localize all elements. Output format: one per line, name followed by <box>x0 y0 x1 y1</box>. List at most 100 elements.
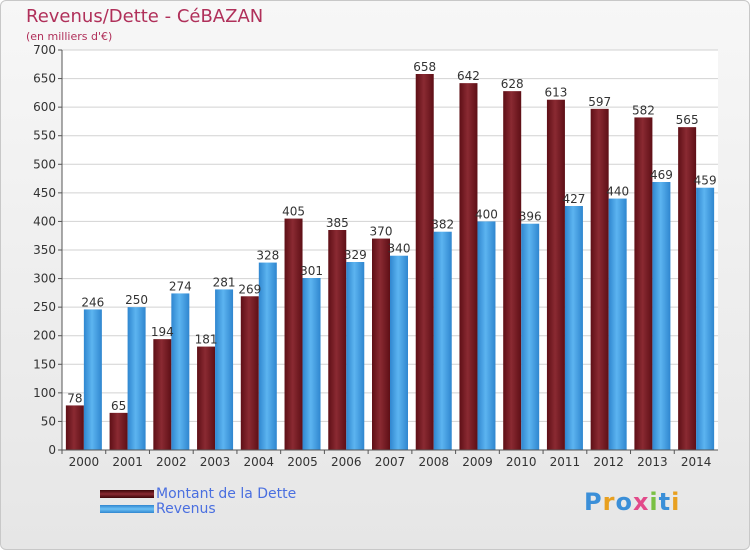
bar-revenue <box>564 206 583 450</box>
legend: Montant de la Dette Revenus <box>100 485 297 517</box>
data-label-debt: 405 <box>282 205 305 219</box>
logo-letter: r <box>602 488 616 516</box>
legend-item-revenue: Revenus <box>100 500 296 517</box>
y-tick-label: 300 <box>33 272 56 286</box>
bar-revenue <box>171 293 190 450</box>
x-tick-label: 2011 <box>550 455 581 469</box>
data-label-debt: 78 <box>67 391 82 405</box>
data-label-revenue: 459 <box>694 174 717 188</box>
bar-debt <box>503 91 522 451</box>
data-label-revenue: 340 <box>388 242 411 256</box>
y-tick-label: 350 <box>33 243 56 257</box>
y-tick-label: 200 <box>33 329 56 343</box>
logo-letter: o <box>615 488 633 516</box>
data-label-debt: 628 <box>501 77 524 91</box>
bar-revenue <box>390 255 408 450</box>
y-tick-label: 700 <box>33 43 56 57</box>
x-tick-label: 2005 <box>287 455 318 469</box>
bar-revenue <box>652 182 671 450</box>
legend-swatch-debt <box>100 489 154 498</box>
bar-debt <box>284 218 303 450</box>
x-tick-label: 2013 <box>637 455 668 469</box>
y-tick-label: 150 <box>33 357 56 371</box>
x-tick-label: 2004 <box>244 455 275 469</box>
bar-revenue <box>127 307 146 450</box>
data-label-debt: 65 <box>111 399 126 413</box>
bar-revenue <box>608 198 627 450</box>
data-label-revenue: 469 <box>650 168 673 182</box>
data-label-revenue: 400 <box>475 207 498 221</box>
y-tick-label: 450 <box>33 186 56 200</box>
x-tick-label: 2014 <box>681 455 712 469</box>
x-tick-label: 2007 <box>375 455 406 469</box>
bar-debt <box>109 412 128 450</box>
bar-revenue <box>433 231 452 450</box>
y-tick-label: 650 <box>33 72 56 86</box>
x-tick-label: 2001 <box>112 455 143 469</box>
data-label-debt: 385 <box>326 216 349 230</box>
x-tick-label: 2008 <box>418 455 449 469</box>
data-label-revenue: 328 <box>256 249 279 263</box>
bar-revenue <box>215 289 234 450</box>
chart-title: Revenus/Dette - CéBAZAN <box>26 6 264 27</box>
data-label-revenue: 274 <box>169 279 192 293</box>
y-tick-label: 100 <box>33 386 56 400</box>
data-label-revenue: 427 <box>562 192 585 206</box>
y-tick-label: 0 <box>48 443 56 457</box>
legend-label-debt: Montant de la Dette <box>156 485 297 502</box>
bar-debt <box>415 74 434 450</box>
data-label-debt: 582 <box>632 103 655 117</box>
data-label-debt: 194 <box>151 325 174 339</box>
y-tick-label: 50 <box>41 414 56 428</box>
bar-debt <box>372 238 390 450</box>
y-tick-label: 600 <box>33 100 56 114</box>
bar-debt <box>459 83 478 451</box>
data-label-debt: 269 <box>238 282 261 296</box>
bar-debt <box>240 296 259 450</box>
x-tick-label: 2006 <box>331 455 362 469</box>
x-tick-label: 2002 <box>156 455 187 469</box>
bar-debt <box>634 117 653 450</box>
x-tick-label: 2009 <box>462 455 493 469</box>
data-label-debt: 642 <box>457 69 480 83</box>
logo-letter: P <box>584 488 603 516</box>
data-label-debt: 597 <box>588 95 611 109</box>
y-tick-label: 550 <box>33 129 56 143</box>
bar-debt <box>678 127 697 451</box>
bar-revenue <box>83 309 102 450</box>
bar-revenue <box>258 262 277 450</box>
x-tick-label: 2010 <box>506 455 537 469</box>
bar-revenue <box>521 223 540 450</box>
x-tick-label: 2003 <box>200 455 231 469</box>
bar-revenue <box>477 221 496 450</box>
bar-debt <box>197 346 216 450</box>
data-label-revenue: 301 <box>300 264 323 278</box>
x-tick-label: 2000 <box>69 455 100 469</box>
bar-debt <box>546 99 565 450</box>
legend-item-debt: Montant de la Dette <box>100 485 297 502</box>
data-label-revenue: 440 <box>606 185 629 199</box>
data-label-debt: 613 <box>544 86 567 100</box>
proxiti-logo: Proxiti <box>584 488 680 516</box>
data-label-revenue: 382 <box>431 218 454 232</box>
y-tick-label: 250 <box>33 300 56 314</box>
bar-revenue <box>346 262 365 450</box>
data-label-revenue: 246 <box>81 295 104 309</box>
y-tick-label: 500 <box>33 157 56 171</box>
data-label-debt: 565 <box>676 113 699 127</box>
logo-letter: i <box>649 488 659 516</box>
data-label-debt: 181 <box>195 333 218 347</box>
chart-subtitle: (en milliers d'€) <box>26 30 113 43</box>
legend-label-revenue: Revenus <box>156 500 216 517</box>
legend-swatch-revenue <box>100 504 154 513</box>
bar-debt <box>153 339 172 450</box>
y-tick-label: 400 <box>33 214 56 228</box>
x-tick-label: 2012 <box>593 455 624 469</box>
data-label-debt: 658 <box>413 60 436 74</box>
data-label-revenue: 396 <box>519 210 542 224</box>
logo-letter: x <box>632 488 650 516</box>
bar-debt <box>328 230 347 450</box>
data-label-revenue: 329 <box>344 248 367 262</box>
data-label-revenue: 281 <box>213 275 236 289</box>
